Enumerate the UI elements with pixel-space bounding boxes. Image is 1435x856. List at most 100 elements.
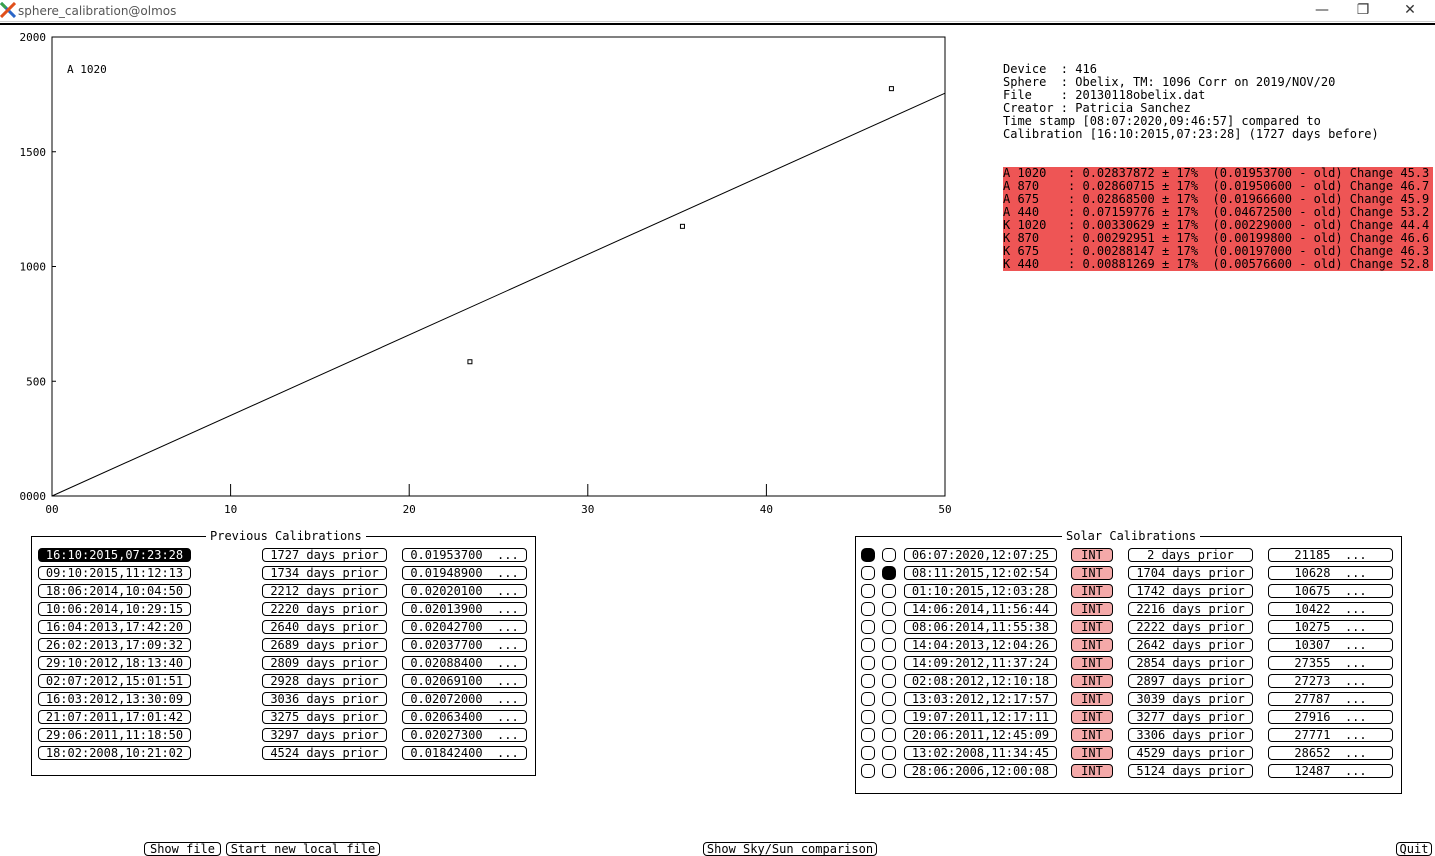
solar-calibration-value-button[interactable]: 27916 ... xyxy=(1268,710,1393,724)
show-file-button[interactable]: Show file xyxy=(144,842,221,856)
solar-select-radio-primary[interactable] xyxy=(861,710,875,724)
solar-select-radio-secondary[interactable] xyxy=(882,548,896,562)
solar-calibration-date-button[interactable]: 28:06:2006,12:00:08 xyxy=(904,764,1057,778)
solar-calibration-date-button[interactable]: 13:02:2008,11:34:45 xyxy=(904,746,1057,760)
previous-calibration-prior-button[interactable]: 1734 days prior xyxy=(262,566,387,580)
solar-calibration-int-button[interactable]: INT xyxy=(1071,764,1113,778)
previous-calibration-value-button[interactable]: 0.01953700 ... xyxy=(402,548,527,562)
previous-calibration-value-button[interactable]: 0.02037700 ... xyxy=(402,638,527,652)
show-sky-sun-comparison-button[interactable]: Show Sky/Sun comparison xyxy=(703,842,877,856)
solar-calibration-prior-button[interactable]: 5124 days prior xyxy=(1128,764,1253,778)
previous-calibration-date-button[interactable]: 26:02:2013,17:09:32 xyxy=(38,638,191,652)
solar-calibration-date-button[interactable]: 08:06:2014,11:55:38 xyxy=(904,620,1057,634)
solar-calibration-int-button[interactable]: INT xyxy=(1071,638,1113,652)
solar-select-radio-secondary[interactable] xyxy=(882,710,896,724)
previous-calibration-value-button[interactable]: 0.02063400 ... xyxy=(402,710,527,724)
solar-calibration-date-button[interactable]: 14:09:2012,11:37:24 xyxy=(904,656,1057,670)
solar-calibration-int-button[interactable]: INT xyxy=(1071,674,1113,688)
solar-calibration-prior-button[interactable]: 3039 days prior xyxy=(1128,692,1253,706)
previous-calibration-date-button[interactable]: 21:07:2011,17:01:42 xyxy=(38,710,191,724)
previous-calibration-prior-button[interactable]: 2640 days prior xyxy=(262,620,387,634)
solar-select-radio-secondary[interactable] xyxy=(882,602,896,616)
restore-icon[interactable]: ❐ xyxy=(1356,2,1370,18)
previous-calibration-prior-button[interactable]: 2220 days prior xyxy=(262,602,387,616)
previous-calibration-date-button[interactable]: 29:06:2011,11:18:50 xyxy=(38,728,191,742)
solar-calibration-date-button[interactable]: 01:10:2015,12:03:28 xyxy=(904,584,1057,598)
solar-select-radio-primary[interactable] xyxy=(861,584,875,598)
solar-calibration-date-button[interactable]: 14:06:2014,11:56:44 xyxy=(904,602,1057,616)
previous-calibration-prior-button[interactable]: 2689 days prior xyxy=(262,638,387,652)
solar-select-radio-primary[interactable] xyxy=(861,602,875,616)
solar-calibration-date-button[interactable]: 14:04:2013,12:04:26 xyxy=(904,638,1057,652)
solar-calibration-value-button[interactable]: 10307 ... xyxy=(1268,638,1393,652)
solar-calibration-value-button[interactable]: 10628 ... xyxy=(1268,566,1393,580)
solar-select-radio-primary[interactable] xyxy=(861,620,875,634)
solar-calibration-value-button[interactable]: 28652 ... xyxy=(1268,746,1393,760)
previous-calibration-value-button[interactable]: 0.02020100 ... xyxy=(402,584,527,598)
solar-calibration-value-button[interactable]: 10675 ... xyxy=(1268,584,1393,598)
solar-calibration-int-button[interactable]: INT xyxy=(1071,692,1113,706)
previous-calibration-date-button[interactable]: 16:10:2015,07:23:28 xyxy=(38,548,191,562)
solar-calibration-date-button[interactable]: 08:11:2015,12:02:54 xyxy=(904,566,1057,580)
previous-calibration-value-button[interactable]: 0.02013900 ... xyxy=(402,602,527,616)
solar-select-radio-primary[interactable] xyxy=(861,638,875,652)
solar-calibration-int-button[interactable]: INT xyxy=(1071,656,1113,670)
solar-calibration-date-button[interactable]: 19:07:2011,12:17:11 xyxy=(904,710,1057,724)
solar-calibration-prior-button[interactable]: 4529 days prior xyxy=(1128,746,1253,760)
solar-select-radio-primary[interactable] xyxy=(861,656,875,670)
previous-calibration-date-button[interactable]: 09:10:2015,11:12:13 xyxy=(38,566,191,580)
solar-select-radio-secondary[interactable] xyxy=(882,674,896,688)
previous-calibration-date-button[interactable]: 29:10:2012,18:13:40 xyxy=(38,656,191,670)
solar-select-radio-primary[interactable] xyxy=(861,764,875,778)
solar-calibration-int-button[interactable]: INT xyxy=(1071,548,1113,562)
previous-calibration-value-button[interactable]: 0.02027300 ... xyxy=(402,728,527,742)
solar-select-radio-primary[interactable] xyxy=(861,692,875,706)
solar-select-radio-secondary[interactable] xyxy=(882,746,896,760)
solar-select-radio-secondary[interactable] xyxy=(882,566,896,580)
solar-calibration-date-button[interactable]: 20:06:2011,12:45:09 xyxy=(904,728,1057,742)
solar-calibration-value-button[interactable]: 27771 ... xyxy=(1268,728,1393,742)
solar-calibration-prior-button[interactable]: 2222 days prior xyxy=(1128,620,1253,634)
previous-calibration-prior-button[interactable]: 2809 days prior xyxy=(262,656,387,670)
previous-calibration-prior-button[interactable]: 4524 days prior xyxy=(262,746,387,760)
solar-calibration-int-button[interactable]: INT xyxy=(1071,746,1113,760)
solar-select-radio-primary[interactable] xyxy=(861,746,875,760)
solar-calibration-prior-button[interactable]: 1742 days prior xyxy=(1128,584,1253,598)
previous-calibration-date-button[interactable]: 10:06:2014,10:29:15 xyxy=(38,602,191,616)
solar-calibration-int-button[interactable]: INT xyxy=(1071,566,1113,580)
close-icon[interactable]: ✕ xyxy=(1404,2,1416,18)
minimize-icon[interactable]: — xyxy=(1315,2,1329,18)
solar-calibration-prior-button[interactable]: 2854 days prior xyxy=(1128,656,1253,670)
solar-select-radio-secondary[interactable] xyxy=(882,692,896,706)
quit-button[interactable]: Quit xyxy=(1396,842,1432,856)
previous-calibration-prior-button[interactable]: 2928 days prior xyxy=(262,674,387,688)
previous-calibration-date-button[interactable]: 18:02:2008,10:21:02 xyxy=(38,746,191,760)
solar-calibration-value-button[interactable]: 27355 ... xyxy=(1268,656,1393,670)
solar-calibration-prior-button[interactable]: 3306 days prior xyxy=(1128,728,1253,742)
previous-calibration-value-button[interactable]: 0.01948900 ... xyxy=(402,566,527,580)
solar-calibration-prior-button[interactable]: 2 days prior xyxy=(1128,548,1253,562)
previous-calibration-date-button[interactable]: 02:07:2012,15:01:51 xyxy=(38,674,191,688)
solar-calibration-value-button[interactable]: 10422 ... xyxy=(1268,602,1393,616)
solar-calibration-prior-button[interactable]: 2642 days prior xyxy=(1128,638,1253,652)
previous-calibration-value-button[interactable]: 0.02042700 ... xyxy=(402,620,527,634)
solar-calibration-date-button[interactable]: 13:03:2012,12:17:57 xyxy=(904,692,1057,706)
previous-calibration-value-button[interactable]: 0.01842400 ... xyxy=(402,746,527,760)
solar-calibration-int-button[interactable]: INT xyxy=(1071,728,1113,742)
previous-calibration-prior-button[interactable]: 3036 days prior xyxy=(262,692,387,706)
solar-calibration-value-button[interactable]: 27273 ... xyxy=(1268,674,1393,688)
solar-calibration-prior-button[interactable]: 1704 days prior xyxy=(1128,566,1253,580)
previous-calibration-date-button[interactable]: 18:06:2014,10:04:50 xyxy=(38,584,191,598)
previous-calibration-prior-button[interactable]: 2212 days prior xyxy=(262,584,387,598)
solar-calibration-prior-button[interactable]: 2216 days prior xyxy=(1128,602,1253,616)
previous-calibration-value-button[interactable]: 0.02072000 ... xyxy=(402,692,527,706)
previous-calibration-prior-button[interactable]: 3297 days prior xyxy=(262,728,387,742)
solar-select-radio-secondary[interactable] xyxy=(882,764,896,778)
solar-calibration-prior-button[interactable]: 2897 days prior xyxy=(1128,674,1253,688)
solar-calibration-value-button[interactable]: 21185 ... xyxy=(1268,548,1393,562)
solar-select-radio-secondary[interactable] xyxy=(882,638,896,652)
solar-calibration-date-button[interactable]: 06:07:2020,12:07:25 xyxy=(904,548,1057,562)
solar-select-radio-secondary[interactable] xyxy=(882,584,896,598)
solar-calibration-date-button[interactable]: 02:08:2012,12:10:18 xyxy=(904,674,1057,688)
solar-calibration-int-button[interactable]: INT xyxy=(1071,584,1113,598)
